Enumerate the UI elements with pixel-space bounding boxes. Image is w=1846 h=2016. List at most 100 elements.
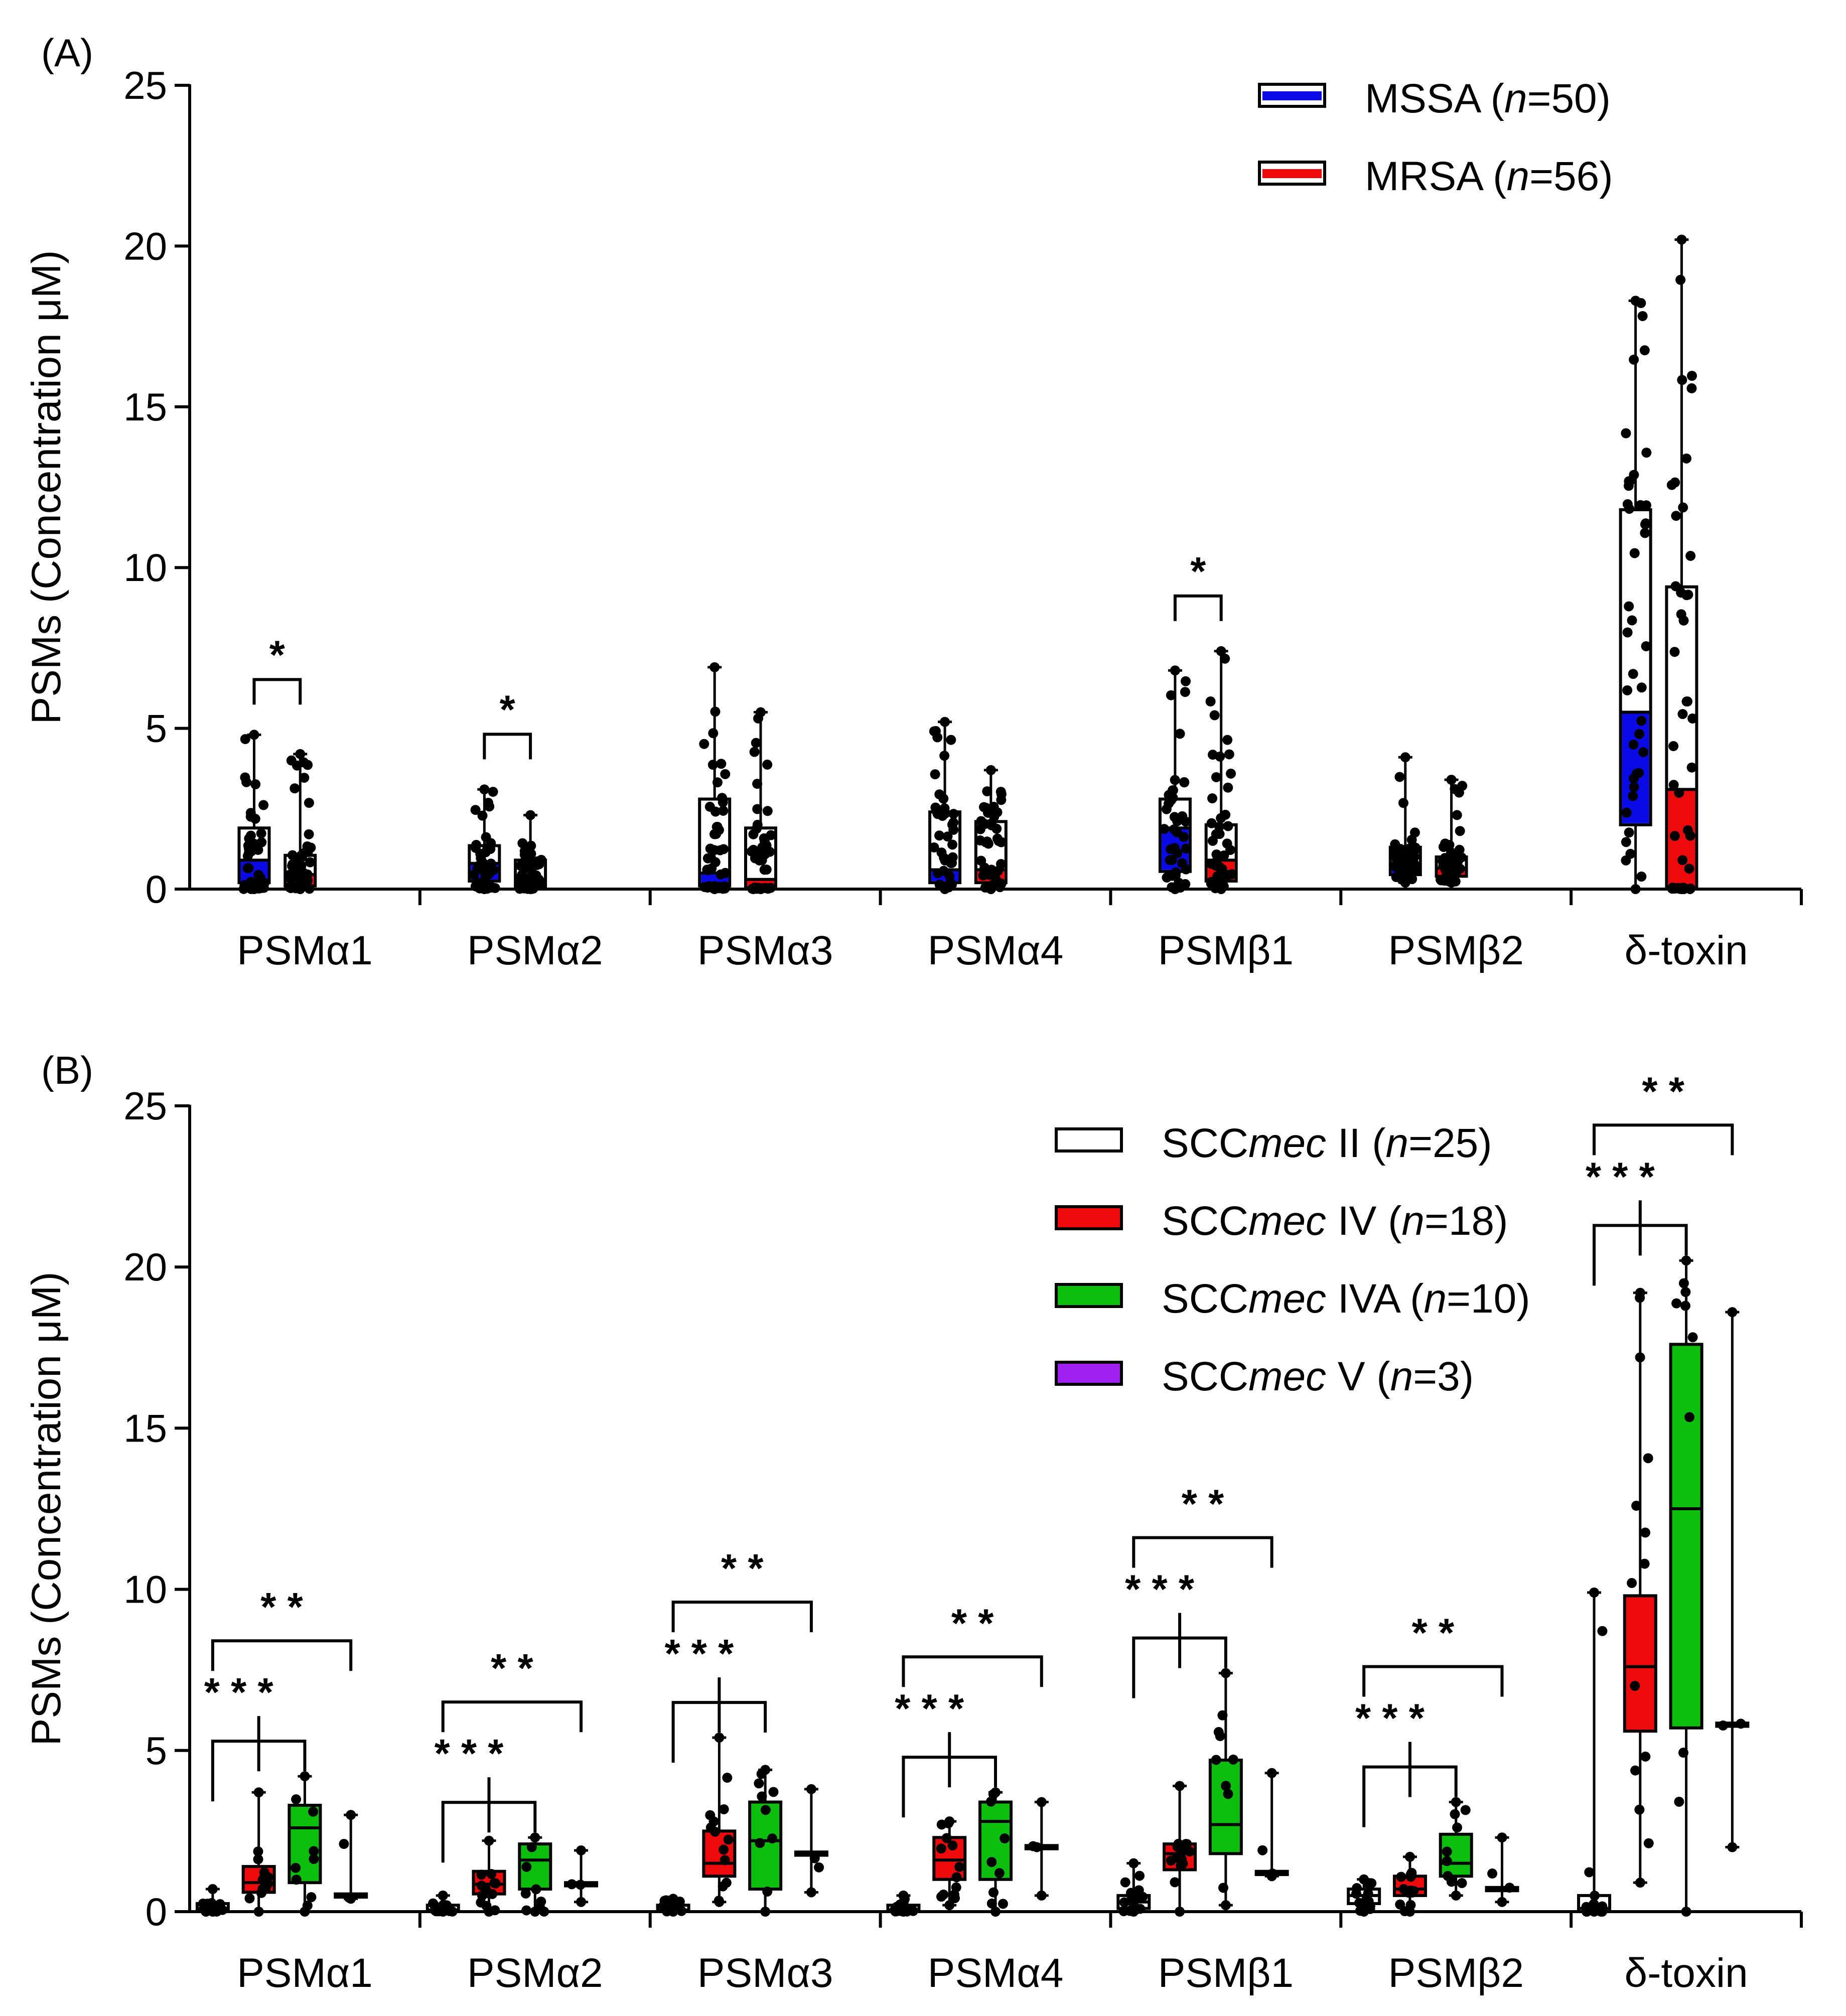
- data-point: [720, 868, 731, 878]
- data-point: [1678, 502, 1688, 513]
- data-point: [711, 829, 722, 839]
- significance-stars: * *: [260, 1585, 303, 1629]
- significance-stars: * * *: [895, 1686, 964, 1731]
- data-point: [250, 779, 261, 790]
- data-point: [1643, 1453, 1653, 1464]
- data-point: [719, 1844, 729, 1855]
- legend-name-suffix: II (: [1326, 1120, 1385, 1166]
- data-point: [699, 739, 709, 749]
- data-point: [531, 1884, 541, 1895]
- data-point: [304, 829, 314, 839]
- data-point: [483, 797, 494, 808]
- data-point: [762, 806, 773, 816]
- data-point: [752, 804, 763, 814]
- data-point: [768, 1787, 779, 1797]
- data-point: [1630, 1765, 1641, 1776]
- data-point: [942, 831, 953, 842]
- data-point: [470, 805, 481, 815]
- data-point: [1220, 1668, 1231, 1678]
- data-point: [1452, 810, 1462, 820]
- data-point: [985, 884, 996, 894]
- data-point: [668, 1894, 678, 1904]
- data-point: [339, 1839, 349, 1849]
- legend-item: SCCmec V (n=3): [1055, 1354, 1474, 1399]
- data-point: [486, 858, 496, 869]
- data-point: [1128, 1907, 1139, 1917]
- data-point: [944, 1900, 955, 1911]
- legend-name-suffix: V (: [1326, 1354, 1390, 1399]
- significance-bracket: [902, 1655, 1043, 1687]
- data-point: [1211, 1755, 1221, 1765]
- data-point: [1677, 375, 1687, 385]
- data-point: [484, 1835, 494, 1846]
- data-point: [996, 795, 1007, 805]
- data-point: [1170, 884, 1180, 894]
- data-point: [767, 1833, 778, 1844]
- data-point: [525, 884, 536, 894]
- data-point: [1487, 1868, 1498, 1879]
- data-point: [1627, 615, 1637, 626]
- data-point: [714, 1733, 725, 1743]
- data-point: [757, 1791, 767, 1802]
- legend-n-value: =10): [1447, 1276, 1530, 1322]
- data-point: [1173, 1838, 1184, 1849]
- data-point: [908, 1906, 918, 1916]
- data-point: [986, 865, 997, 875]
- data-point: [253, 1787, 264, 1798]
- data-point: [255, 873, 265, 883]
- data-point: [954, 1861, 965, 1872]
- legend-name-suffix: IV (: [1326, 1198, 1401, 1244]
- legend-swatch: [1055, 1205, 1123, 1230]
- data-point: [300, 1771, 310, 1782]
- data-point: [1639, 345, 1650, 356]
- data-point: [249, 730, 259, 740]
- legend-name: MRSA (: [1365, 154, 1506, 199]
- data-point: [1678, 1748, 1688, 1758]
- data-point: [721, 1878, 732, 1888]
- data-point: [1134, 1870, 1145, 1881]
- data-point: [1450, 784, 1460, 794]
- significance-stars: *: [1190, 549, 1206, 594]
- data-point: [710, 706, 721, 717]
- data-point: [1221, 1781, 1231, 1791]
- data-point: [1443, 865, 1453, 876]
- legend-item: SCCmec IV (n=18): [1055, 1198, 1508, 1244]
- data-point: [1676, 609, 1686, 620]
- panel-b: (B) 0 5 10 15 20 25 PSMs (Concentration μM) PSMα…: [24, 1048, 1803, 1996]
- legend-n-value: =56): [1529, 154, 1613, 199]
- legend-label: SCCmec II (n=25): [1162, 1120, 1492, 1166]
- data-point: [1206, 818, 1217, 828]
- data-point: [1682, 696, 1692, 707]
- data-point: [290, 860, 301, 871]
- data-point: [986, 1898, 997, 1909]
- data-point: [476, 1881, 487, 1891]
- data-point: [1452, 1822, 1463, 1833]
- data-point: [245, 830, 256, 841]
- data-point: [946, 735, 956, 745]
- data-point: [306, 1892, 317, 1903]
- x-tick-label: PSMα3: [697, 1950, 833, 1996]
- x-tick-label: δ-toxin: [1624, 928, 1748, 973]
- data-point: [304, 884, 315, 894]
- y-tick-label: 15: [123, 1406, 167, 1450]
- data-point: [526, 1842, 537, 1852]
- data-point: [240, 734, 250, 745]
- data-point: [755, 1838, 765, 1848]
- data-point: [1636, 872, 1647, 882]
- data-point: [749, 747, 760, 757]
- significance-bracket: [441, 1700, 583, 1733]
- box-body: [748, 1800, 783, 1891]
- data-point: [755, 707, 766, 717]
- data-point: [346, 1894, 356, 1904]
- data-point: [469, 870, 479, 880]
- legend-item: MRSA (n=56): [1258, 154, 1613, 199]
- legend-label: MRSA (n=56): [1365, 154, 1613, 199]
- data-point: [951, 1882, 961, 1893]
- data-point: [243, 863, 254, 874]
- data-point: [1211, 856, 1221, 867]
- data-point: [1675, 274, 1686, 285]
- data-point: [1451, 1890, 1461, 1901]
- x-tick-label: PSMα1: [237, 928, 373, 973]
- significance-stars: * * *: [1125, 1567, 1195, 1612]
- data-point: [719, 1804, 729, 1814]
